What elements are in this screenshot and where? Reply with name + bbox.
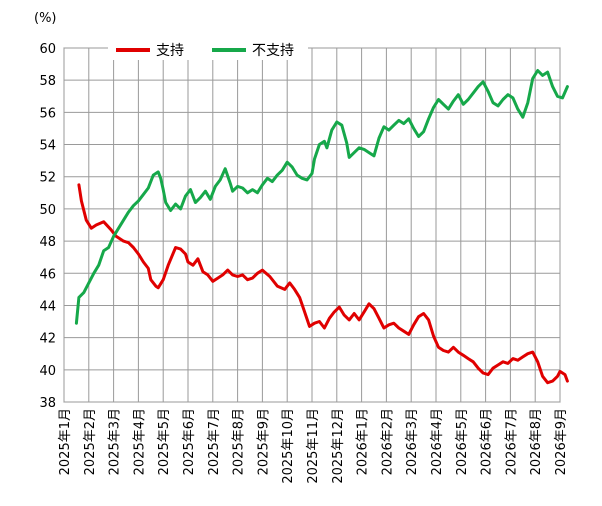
y-tick-label: 44 [39,299,56,314]
legend: 支持 不支持 [108,38,308,60]
x-tick-label: 2025年10月 [281,408,296,484]
x-tick-label: 2026年7月 [504,408,519,475]
y-tick-label: 60 [39,42,56,57]
x-tick-label: 2026年5月 [455,408,470,475]
legend-label: 支持 [156,43,184,59]
unit-label: (%) [34,11,57,26]
grid [63,47,561,403]
x-axis-labels: 2025年1月 2025年2月 2025年3月 2025年4月 2025年5月 2025年… [58,408,569,484]
x-tick-label: 2026年6月 [480,408,495,475]
x-tick-label: 2025年8月 [232,408,247,475]
x-tick-label: 2025年11月 [306,408,321,484]
x-tick-label: 2025年12月 [331,408,346,484]
y-tick-label: 54 [39,139,56,154]
x-tick-label: 2025年5月 [157,408,172,475]
x-tick-label: 2025年1月 [58,408,73,475]
x-tick-label: 2026年8月 [529,408,544,475]
y-tick-label: 50 [39,203,56,218]
y-tick-label: 48 [39,235,56,250]
legend-background [108,38,308,60]
x-tick-label: 2025年7月 [207,408,222,475]
y-tick-label: 40 [39,364,56,379]
series-line-support [77,183,569,385]
y-tick-label: 52 [39,171,56,186]
y-tick-label: 58 [39,74,56,89]
y-tick-label: 56 [39,106,56,121]
x-tick-label: 2026年2月 [380,408,395,475]
y-tick-label: 42 [39,332,56,347]
x-tick-label: 2026年9月 [554,408,569,475]
x-tick-label: 2025年2月 [83,408,98,475]
series-line-nonsupport [74,69,569,325]
x-tick-label: 2025年3月 [108,408,123,475]
y-axis-labels: 38 40 42 44 46 48 50 52 54 56 58 60 [39,42,56,411]
x-tick-label: 2025年9月 [256,408,271,475]
x-tick-label: 2026年1月 [356,408,371,475]
x-tick-label: 2026年3月 [405,408,420,475]
series-lines [74,69,569,385]
y-tick-label: 46 [39,267,56,282]
y-tick-label: 38 [39,396,56,411]
x-tick-label: 2025年4月 [132,408,147,475]
legend-label: 不支持 [252,43,294,59]
x-tick-label: 2026年4月 [430,408,445,475]
x-tick-label: 2025年6月 [182,408,197,475]
